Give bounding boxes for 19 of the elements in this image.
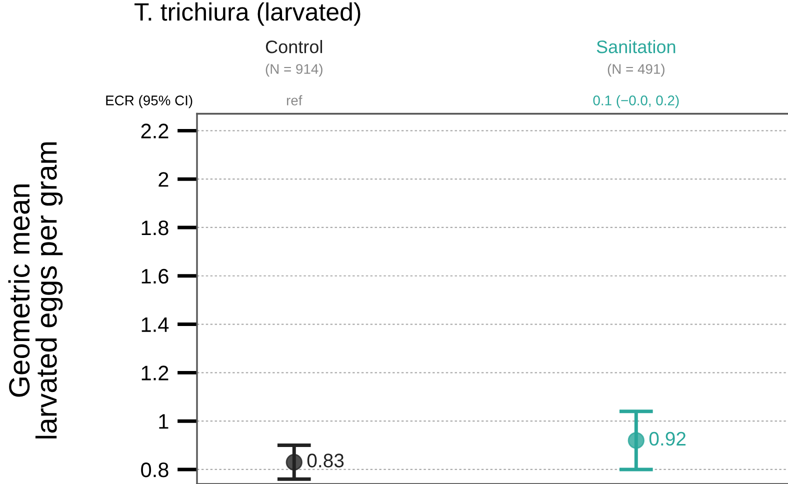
y-tick-label: 0.8 — [141, 462, 168, 478]
text: 0.1 (−0.0, 0.2) — [593, 95, 679, 108]
text: ECR (95% CI) — [106, 95, 192, 108]
text: ref — [286, 95, 302, 106]
y-tick-label: 2 — [158, 172, 168, 187]
y-tick-label: 1 — [159, 414, 168, 429]
chart-title: T. trichiura (larvated) — [134, 2, 360, 26]
y-tick-label: 1.8 — [142, 220, 168, 236]
data-label: 0.83 — [307, 454, 344, 468]
y-tick-label: 1.2 — [142, 366, 168, 380]
y-tick-label: 1.6 — [142, 268, 168, 284]
x-tick-label: Control — [266, 40, 322, 54]
text: (N = 914) — [266, 64, 322, 77]
y-tick-label: 2.2 — [141, 124, 168, 138]
text: (N = 491) — [608, 64, 664, 77]
x-tick-label: Sanitation — [596, 40, 676, 54]
y-axis-title: Geometric mean larvated eggs per gram — [8, 142, 63, 438]
y-tick-label: 1.4 — [142, 317, 169, 332]
data-label: 0.92 — [649, 432, 686, 446]
